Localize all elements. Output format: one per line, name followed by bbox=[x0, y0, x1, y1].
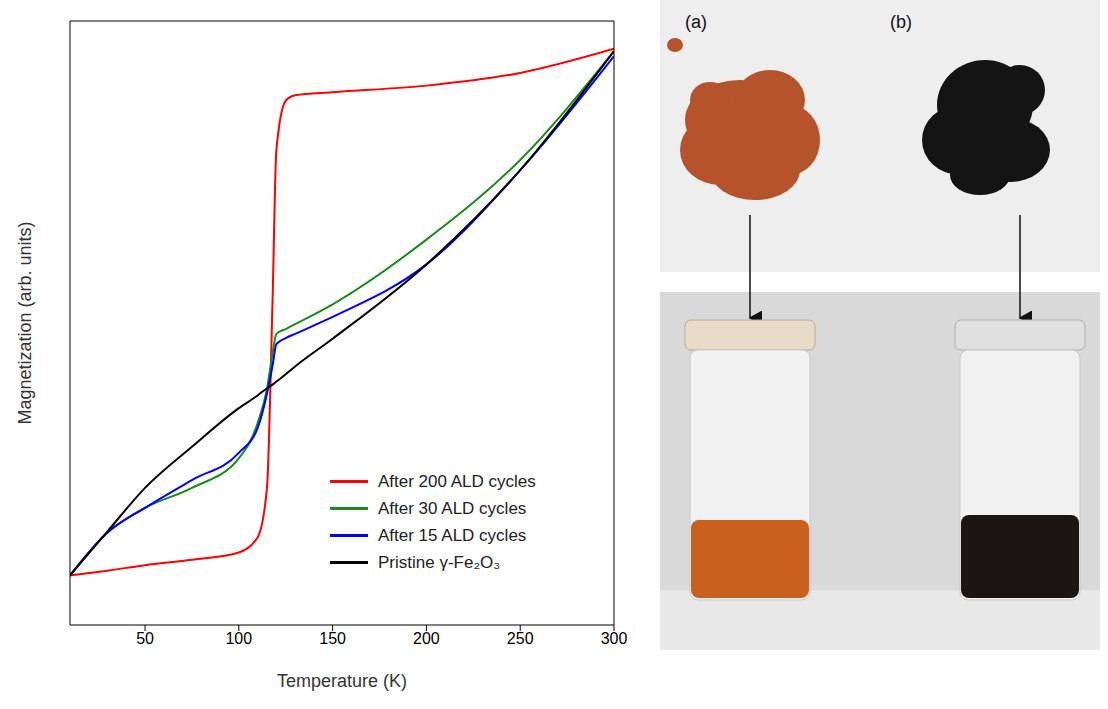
svg-text:300: 300 bbox=[601, 630, 628, 647]
html-text:After 200 ALD cycles: After 200 ALD cycles bbox=[378, 471, 536, 491]
svg-text:250: 250 bbox=[507, 630, 534, 647]
svg-text:Magnetization (arb. units): Magnetization (arb. units) bbox=[15, 221, 35, 424]
svg-text:(b): (b) bbox=[890, 12, 912, 32]
svg-text:150: 150 bbox=[319, 630, 346, 647]
svg-text:100: 100 bbox=[225, 630, 252, 647]
html-text:Pristine γ-Fe₂O₃: Pristine γ-Fe₂O₃ bbox=[378, 552, 501, 572]
svg-text:Temperature (K): Temperature (K) bbox=[277, 671, 407, 691]
svg-text:200: 200 bbox=[413, 630, 440, 647]
html-text:After 30 ALD cycles: After 30 ALD cycles bbox=[378, 498, 527, 518]
html-text:After 15 ALD cycles: After 15 ALD cycles bbox=[378, 525, 527, 545]
svg-text:(a): (a) bbox=[685, 12, 707, 32]
svg-text:50: 50 bbox=[136, 630, 154, 647]
